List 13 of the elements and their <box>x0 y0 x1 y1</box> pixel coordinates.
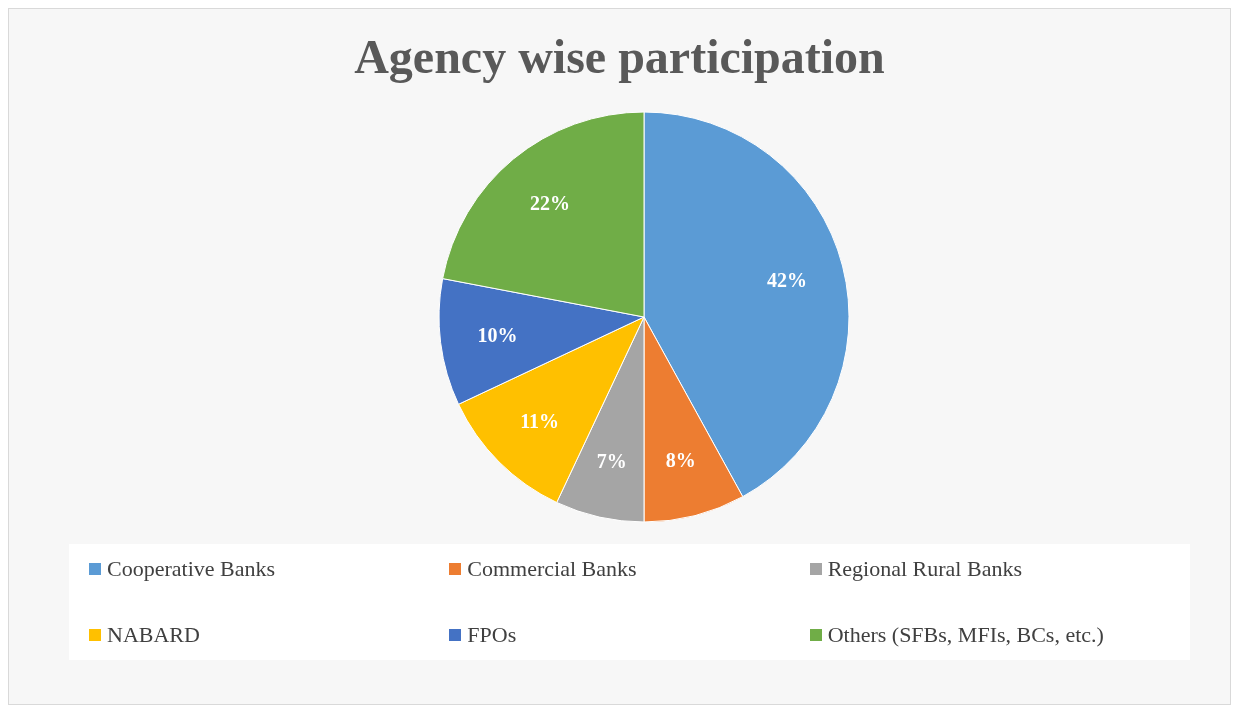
data-label: 10% <box>477 324 518 347</box>
legend-label: NABARD <box>107 622 200 648</box>
legend-label: Commercial Banks <box>467 556 637 582</box>
legend-label: Regional Rural Banks <box>827 556 1022 582</box>
data-label: 11% <box>520 410 560 433</box>
data-label: 42% <box>766 269 807 292</box>
legend-label: Cooperative Banks <box>107 556 276 582</box>
data-label: 22% <box>529 192 570 215</box>
legend-label: FPOs <box>467 622 517 648</box>
legend-label: Others (SFBs, MFIs, BCs, etc.) <box>827 622 1104 648</box>
data-label: 8% <box>665 448 696 471</box>
data-label: 7% <box>596 450 627 473</box>
chart-title: Agency wise participation <box>353 29 886 84</box>
